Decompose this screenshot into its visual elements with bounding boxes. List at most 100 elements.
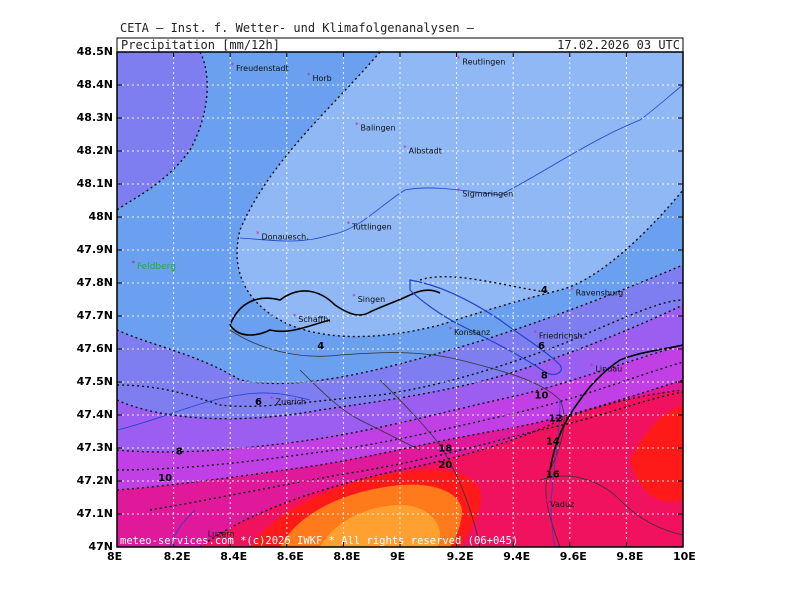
city-marker: * Sigmaringen [457,187,513,199]
y-axis-label: 47.4N [76,408,113,421]
city-label: Schaffh. [298,315,331,324]
x-axis-label: 9.8E [616,550,644,563]
y-axis-label: 48.5N [76,45,113,58]
contour-label: 4 [317,341,324,352]
city-marker: * Balingen [355,121,395,133]
svg-text:*: * [307,72,311,80]
city-label: Ravensburg [576,289,624,298]
city-marker: * Konstanz [448,326,490,338]
y-axis-label: 48N [88,210,113,223]
precip-field [117,52,683,547]
city-label: Donauesch. [262,233,309,242]
map-title: CETA — Inst. f. Wetter- und Klimafolgena… [120,21,475,35]
y-axis-label: 47.1N [76,507,113,520]
y-axis-label: 47.7N [76,309,113,322]
svg-text:*: * [352,293,356,301]
y-axis-label: 47.6N [76,342,113,355]
svg-text:*: * [270,395,274,403]
x-axis-label: 9.2E [446,550,474,563]
city-marker: * Schaffh. [293,313,331,325]
svg-text:*: * [231,62,235,70]
band-1mm [237,52,683,337]
contour-label: 12 [549,414,563,425]
contour-label: 14 [546,437,560,448]
copyright-text: meteo-services.com *(c)2026 IWKF * All r… [120,535,518,547]
contour-label: 6 [255,397,262,408]
y-axis-label: 48.4N [76,78,113,91]
city-marker: * Freudenstadt [231,62,289,74]
y-axis-label: 47.9N [76,243,113,256]
city-label: Friedrichsh. [539,332,585,341]
svg-text:*: * [202,527,206,535]
valid-time: 17.02.2026 03 UTC [557,38,680,52]
city-label: Albstadt [409,147,442,156]
svg-text:*: * [457,187,461,195]
x-axis-label: 8.6E [276,550,304,563]
city-marker: * Feldberg [131,260,175,273]
city-label: Singen [358,295,385,304]
svg-text:*: * [448,326,452,334]
city-label: Luzern [208,530,235,539]
x-axis-label: 9.6E [559,550,587,563]
y-axis-label: 47.8N [76,276,113,289]
city-label: Feldberg [137,262,176,272]
city-marker: * Tuttlingen [347,220,392,232]
city-marker: * Reutlingen [457,55,505,67]
svg-text:*: * [256,230,260,238]
x-axis-label: 8E [107,550,123,563]
contour-label: 8 [176,447,183,458]
city-marker: * Singen [352,293,385,305]
city-marker: * Albstadt [403,144,442,156]
city-label: Vaduz [550,500,574,509]
city-marker: * Lindau [590,362,622,374]
x-axis-label: 9.4E [503,550,531,563]
svg-text:*: * [570,286,574,294]
contour-label: 6 [538,341,545,352]
svg-text:*: * [457,55,461,63]
city-label: Reutlingen [462,58,505,67]
city-label: Tuttlingen [351,223,392,232]
contour-label: 4 [541,285,548,296]
contour-label: 8 [541,371,548,382]
y-axis-label: 48.2N [76,144,113,157]
city-label: Konstanz [454,328,490,337]
y-axis-label: 47.2N [76,474,113,487]
y-axis-label: 47N [88,540,113,553]
contour-label: 20 [438,460,452,471]
svg-text:*: * [131,260,135,268]
city-label: Horb [312,74,331,83]
contour-label: 16 [546,470,560,481]
y-axis-label: 48.3N [76,111,113,124]
city-marker: * Friedrichsh. [533,329,585,341]
x-axis-label: 8.4E [220,550,248,563]
svg-text:*: * [293,313,297,321]
city-marker: * Donauesch. [256,230,309,242]
contour-label: 10 [535,391,549,402]
city-label: Balingen [361,124,396,133]
contour-label: 10 [158,473,172,484]
band-22mm [320,505,440,547]
svg-text:*: * [355,121,359,129]
x-axis-label: 9E [390,550,406,563]
x-axis-label: 8.8E [333,550,361,563]
contour-label: 18 [438,443,452,454]
x-axis-label: 8.2E [163,550,191,563]
svg-text:*: * [533,329,537,337]
city-label: Freudenstadt [236,64,289,73]
svg-text:*: * [403,144,407,152]
y-axis-label: 48.1N [76,177,113,190]
city-label: Sigmaringen [462,190,513,199]
city-marker: * Ravensburg [570,286,623,298]
city-marker: * Horb [307,72,332,84]
svg-text:*: * [590,362,594,370]
city-label: Lindau [595,365,622,374]
city-marker: * Luzern [202,527,234,539]
y-axis-label: 47.5N [76,375,113,388]
city-label: Zuerich [276,398,306,407]
x-axis-label: 10E [673,550,696,563]
city-marker: * Zuerich [270,395,306,407]
svg-text:*: * [545,497,549,505]
city-marker: * Vaduz [545,497,575,509]
field-label: Precipitation [mm/12h] [121,38,280,52]
